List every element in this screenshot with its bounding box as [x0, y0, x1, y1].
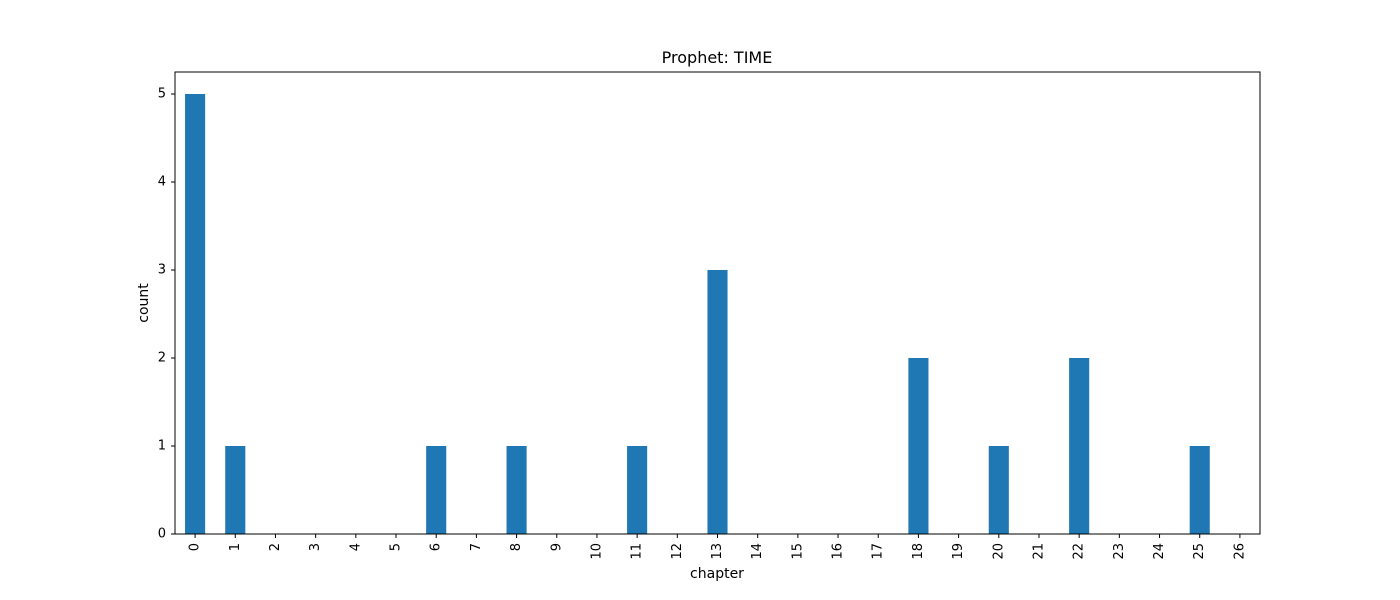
x-tick-label: 23	[1112, 543, 1127, 560]
x-tick-label: 15	[790, 543, 805, 560]
bar-chapter-20	[988, 446, 1009, 534]
y-tick-label: 4	[158, 175, 166, 190]
x-tick-label: 24	[1152, 543, 1167, 560]
chart-title: Prophet: TIME	[662, 48, 773, 67]
x-tick-label: 13	[710, 543, 725, 560]
y-tick-label: 1	[158, 439, 166, 454]
y-tick-label: 2	[158, 351, 166, 366]
x-tick-label: 19	[951, 543, 966, 560]
x-tick-label: 18	[911, 543, 926, 560]
bar-chapter-0	[185, 94, 206, 534]
bars-layer	[185, 94, 1210, 534]
x-tick-label: 9	[549, 543, 564, 551]
x-tick-label: 1	[228, 543, 243, 551]
bar-chapter-25	[1189, 446, 1210, 534]
bar-chapter-1	[225, 446, 246, 534]
x-tick-label: 22	[1072, 543, 1087, 560]
y-tick-label: 0	[158, 527, 166, 542]
x-tick-label: 10	[589, 543, 604, 560]
x-axis: 0 1 2 3 4 5 6 7 8 9 10 11 12 13 14 15 16 17 18 19 20 21 22 23 24…	[188, 534, 1247, 560]
x-tick-label: 12	[670, 543, 685, 560]
x-tick-label: 14	[750, 543, 765, 560]
x-tick-label: 25	[1192, 543, 1207, 560]
x-tick-label: 3	[308, 543, 323, 551]
y-axis: 0 1 2 3 4 5	[158, 87, 175, 542]
x-tick-label: 21	[1031, 543, 1046, 560]
bar-chapter-6	[426, 446, 447, 534]
x-tick-label: 2	[268, 543, 283, 551]
bar-chapter-8	[506, 446, 527, 534]
x-tick-label: 17	[871, 543, 886, 560]
y-axis-title: count	[136, 283, 152, 323]
x-tick-label: 16	[831, 543, 846, 560]
x-tick-label: 5	[389, 543, 404, 551]
x-tick-label: 20	[991, 543, 1006, 560]
x-tick-label: 6	[429, 543, 444, 551]
x-tick-label: 4	[348, 543, 363, 551]
x-tick-label: 26	[1232, 543, 1247, 560]
y-tick-label: 5	[158, 87, 166, 102]
bar-chapter-18	[908, 358, 929, 534]
y-tick-label: 3	[158, 263, 166, 278]
x-tick-label: 8	[509, 543, 524, 551]
x-tick-label: 7	[469, 543, 484, 551]
x-axis-title: chapter	[690, 566, 744, 582]
bar-chapter-13	[707, 270, 728, 534]
x-tick-label: 0	[188, 543, 203, 551]
bar-chapter-22	[1069, 358, 1090, 534]
x-tick-label: 11	[630, 543, 645, 560]
bar-chapter-11	[627, 446, 648, 534]
